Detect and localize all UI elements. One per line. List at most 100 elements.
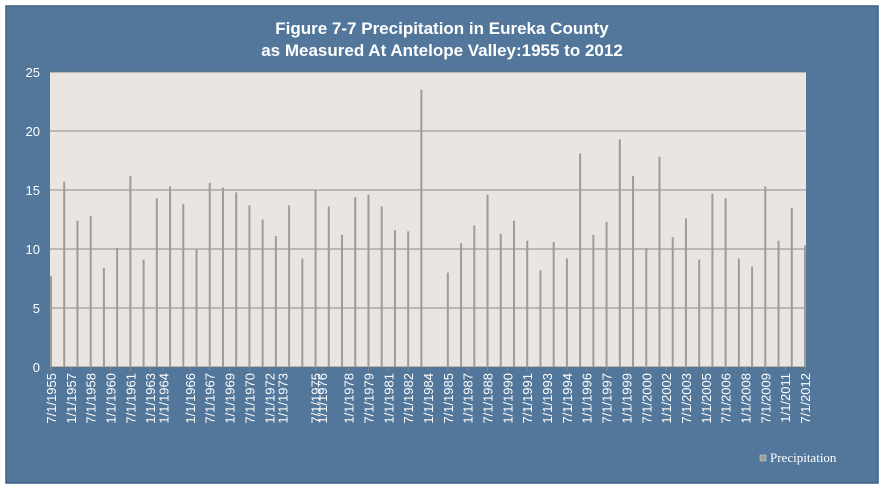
bar: [116, 247, 119, 367]
x-tick-label: 1/1/1972: [262, 373, 277, 424]
bar: [592, 234, 595, 367]
x-tick-label: 7/1/2006: [719, 373, 734, 424]
bar: [645, 247, 648, 367]
bar: [314, 190, 317, 367]
x-tick-label: 7/1/1970: [242, 373, 257, 424]
bar: [248, 205, 251, 367]
bar: [208, 182, 211, 367]
plot-area: [50, 72, 806, 367]
bar: [539, 270, 542, 367]
bar: [790, 207, 793, 367]
bar: [711, 193, 714, 367]
x-tick-label: 1/1/1973: [275, 373, 290, 424]
x-tick-label: 7/1/2003: [679, 373, 694, 424]
bar: [182, 204, 185, 367]
bar: [221, 187, 224, 367]
bar: [605, 221, 608, 367]
bar: [195, 249, 198, 367]
bar: [50, 276, 52, 367]
bar: [751, 266, 754, 367]
x-tick-label: 7/1/1982: [401, 373, 416, 424]
y-tick-label: 25: [26, 65, 40, 80]
x-tick-label: 7/1/2000: [639, 373, 654, 424]
x-tick-label: 7/1/1975: [309, 373, 324, 424]
x-tick-label: 7/1/1958: [84, 373, 99, 424]
x-tick-label: 1/1/1960: [104, 373, 119, 424]
bar: [512, 220, 515, 367]
bar: [380, 206, 383, 367]
y-tick-label: 0: [33, 360, 40, 375]
x-tick-label: 1/1/1987: [461, 373, 476, 424]
bar: [499, 233, 502, 367]
x-tick-label: 1/1/1966: [183, 373, 198, 424]
x-tick-label: 1/1/1978: [342, 373, 357, 424]
bar: [341, 234, 344, 367]
x-tick-label: 1/1/1981: [381, 373, 396, 424]
bar: [526, 240, 529, 367]
bar: [552, 241, 555, 367]
bar: [274, 236, 277, 367]
bar: [579, 153, 582, 367]
x-tick-label: 1/1/1963: [143, 373, 158, 424]
bar: [288, 205, 291, 367]
bar: [102, 267, 105, 367]
bar: [407, 231, 410, 367]
bar: [460, 243, 463, 367]
bar: [446, 272, 449, 367]
x-tick-label: 1/1/1957: [64, 373, 79, 424]
bar: [63, 181, 66, 367]
x-tick-label: 1/1/2011: [778, 373, 793, 423]
x-tick-label: 7/1/2012: [798, 373, 813, 424]
y-tick-label: 5: [33, 301, 40, 316]
x-tick-label: 7/1/1985: [441, 373, 456, 424]
bar: [261, 219, 264, 367]
bar: [393, 230, 396, 367]
legend-swatch: [759, 454, 767, 462]
bar: [724, 198, 727, 367]
bar: [698, 259, 701, 367]
bar: [777, 240, 780, 367]
x-tick-label: 1/1/1996: [580, 373, 595, 424]
x-tick-label: 7/1/1955: [44, 373, 59, 424]
x-tick-label: 1/1/1984: [421, 373, 436, 424]
x-tick-label: 1/1/2005: [699, 373, 714, 424]
x-tick-label: 1/1/1969: [223, 373, 238, 424]
bar: [354, 197, 357, 367]
bar: [618, 139, 621, 367]
bar: [76, 220, 79, 367]
bar: [155, 198, 158, 367]
bar: [169, 186, 172, 367]
x-tick-label: 7/1/1997: [600, 373, 615, 424]
bar: [301, 258, 304, 367]
x-tick-label: 7/1/1979: [361, 373, 376, 424]
legend-label: Precipitation: [770, 450, 837, 465]
bar: [473, 225, 476, 367]
x-tick-label: 7/1/1994: [560, 373, 575, 424]
x-tick-label: 7/1/1961: [123, 373, 138, 424]
bar: [764, 186, 767, 367]
bar: [737, 258, 740, 367]
y-tick-label: 15: [26, 183, 40, 198]
x-tick-label: 1/1/2002: [659, 373, 674, 424]
bar: [367, 194, 370, 367]
y-tick-label: 10: [26, 242, 40, 257]
bar: [89, 215, 92, 367]
bar: [671, 237, 674, 367]
x-tick-label: 1/1/1964: [156, 373, 171, 424]
bar: [327, 206, 330, 367]
bar: [235, 192, 238, 367]
bar: [129, 175, 132, 367]
x-tick-label: 1/1/1976: [315, 373, 330, 424]
x-tick-label: 7/1/2009: [758, 373, 773, 424]
chart-title: as Measured At Antelope Valley:1955 to 2…: [261, 41, 623, 60]
bar: [565, 258, 568, 367]
bar: [632, 175, 635, 367]
x-tick-label: 7/1/1967: [203, 373, 218, 424]
x-tick-label: 7/1/1988: [481, 373, 496, 424]
x-tick-label: 1/1/1993: [540, 373, 555, 424]
bar: [804, 245, 806, 367]
bar: [684, 218, 687, 367]
y-tick-label: 20: [26, 124, 40, 139]
bar: [142, 259, 145, 367]
